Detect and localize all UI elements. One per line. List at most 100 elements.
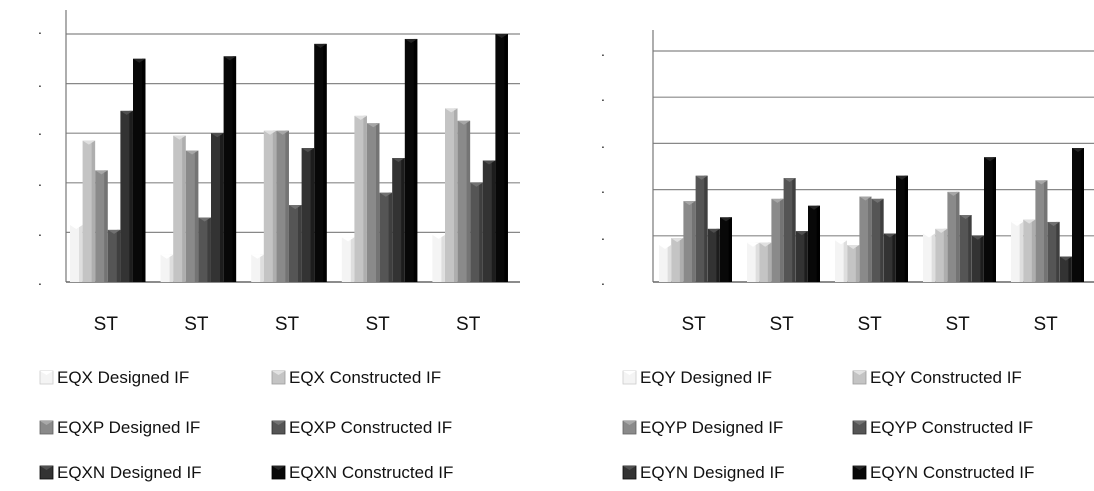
bar-side-shade (260, 254, 264, 282)
bar-top-bevel (720, 217, 732, 222)
bar-top-bevel (95, 170, 108, 175)
x-tick-label: ST (94, 314, 119, 335)
bar-top-bevel (367, 123, 380, 128)
y-tick-label: . (38, 173, 42, 189)
bar-top-bevel (379, 192, 393, 197)
legend-swatch-bevel (623, 466, 636, 470)
bar-top-bevel (1047, 221, 1060, 226)
bar-top-bevel (495, 34, 508, 38)
y-tick-label: . (601, 180, 605, 196)
bar-top-bevel (160, 254, 174, 259)
bar-side-shade (441, 234, 445, 282)
y-tick-label: . (38, 122, 42, 138)
bar (133, 58, 146, 282)
bar-side-shade (880, 198, 884, 282)
bar-top-bevel (289, 205, 302, 210)
legend-label: EQYN Designed IF (640, 463, 785, 482)
bar (659, 245, 671, 282)
bar-side-shade (767, 242, 772, 282)
legend-swatch-bevel (40, 466, 53, 470)
bar-side-shade (142, 58, 146, 282)
bar-side-shade (755, 242, 759, 282)
bar-side-shade (401, 158, 405, 282)
legend-item: EQYN Constructed IF (852, 463, 1034, 482)
bar (289, 205, 302, 282)
bar-side-shade (992, 157, 996, 282)
bar-side-shade (692, 201, 696, 282)
legend-label: EQXN Constructed IF (289, 463, 453, 482)
bar-top-bevel (276, 130, 289, 135)
y-tick-label: . (38, 223, 42, 239)
bar-top-bevel (107, 229, 121, 234)
y-tick-label: . (38, 21, 42, 37)
bar-top-bevel (1059, 256, 1072, 261)
bar (482, 160, 496, 282)
bar (859, 196, 872, 282)
legend-label: EQX Designed IF (57, 368, 189, 387)
bars (659, 148, 1084, 282)
bar (720, 217, 732, 282)
legend-swatch-bevel (853, 466, 866, 470)
bar (95, 170, 108, 282)
bar (251, 254, 264, 282)
bar-top-bevel (959, 215, 972, 220)
legend-swatch-bevel (623, 371, 636, 375)
bar-top-bevel (223, 56, 237, 61)
bar-side-shade (1056, 221, 1060, 282)
bar-top-bevel (70, 224, 83, 229)
bar-side-shade (194, 150, 199, 282)
bar-top-bevel (251, 254, 264, 259)
bar-side-shade (1031, 219, 1036, 282)
bar (747, 242, 759, 282)
bar-side-shade (169, 254, 174, 282)
bar (771, 198, 784, 282)
bar-top-bevel (482, 160, 496, 165)
bar-top-bevel (82, 140, 96, 145)
bar-top-bevel (847, 245, 860, 250)
y-tick-label: . (38, 272, 42, 288)
bar-side-shade (207, 217, 211, 282)
bar (457, 120, 471, 282)
bar-top-bevel (795, 231, 808, 236)
bar-top-bevel (198, 217, 211, 222)
bar (301, 148, 315, 282)
legend-item: EQY Designed IF (622, 368, 772, 387)
bar-top-bevel (923, 233, 935, 238)
bar-top-bevel (659, 245, 671, 250)
bar-top-bevel (695, 175, 708, 180)
bar-top-bevel (808, 205, 820, 210)
legend-swatch-bevel (40, 371, 53, 375)
legend-swatch-bevel (272, 466, 285, 470)
right-chart: ...... ST ST ST ST ST EQY Designed IF EQY Const… (601, 30, 1094, 482)
bar (695, 175, 708, 282)
bar-side-shade (491, 160, 496, 282)
bar-side-shade (454, 108, 458, 283)
bar (379, 192, 393, 282)
bar (808, 205, 820, 282)
bar-side-shade (79, 224, 83, 282)
bar (947, 191, 960, 282)
legend-item: EQYP Constructed IF (852, 418, 1033, 437)
bar-side-shade (363, 115, 367, 282)
bar-top-bevel (871, 198, 884, 203)
bar-top-bevel (470, 182, 483, 187)
bar (795, 231, 808, 282)
legend-swatch-bevel (623, 421, 636, 425)
bar-side-shade (931, 233, 935, 282)
bar-top-bevel (457, 120, 471, 125)
bar (1035, 180, 1048, 282)
bar-side-shade (868, 196, 872, 282)
bar-top-bevel (173, 135, 186, 140)
bar-top-bevel (301, 148, 315, 153)
bar-side-shade (704, 175, 708, 282)
bar-side-shade (716, 228, 720, 282)
y-tick-label: . (601, 272, 605, 288)
legend-label: EQY Constructed IF (870, 368, 1022, 387)
bar (276, 130, 289, 282)
bar-top-bevel (671, 238, 684, 243)
bar-side-shade (780, 198, 784, 282)
bar (263, 130, 277, 282)
bar-side-shade (943, 228, 948, 282)
bar-side-shade (323, 43, 327, 282)
bar-top-bevel (445, 108, 458, 113)
